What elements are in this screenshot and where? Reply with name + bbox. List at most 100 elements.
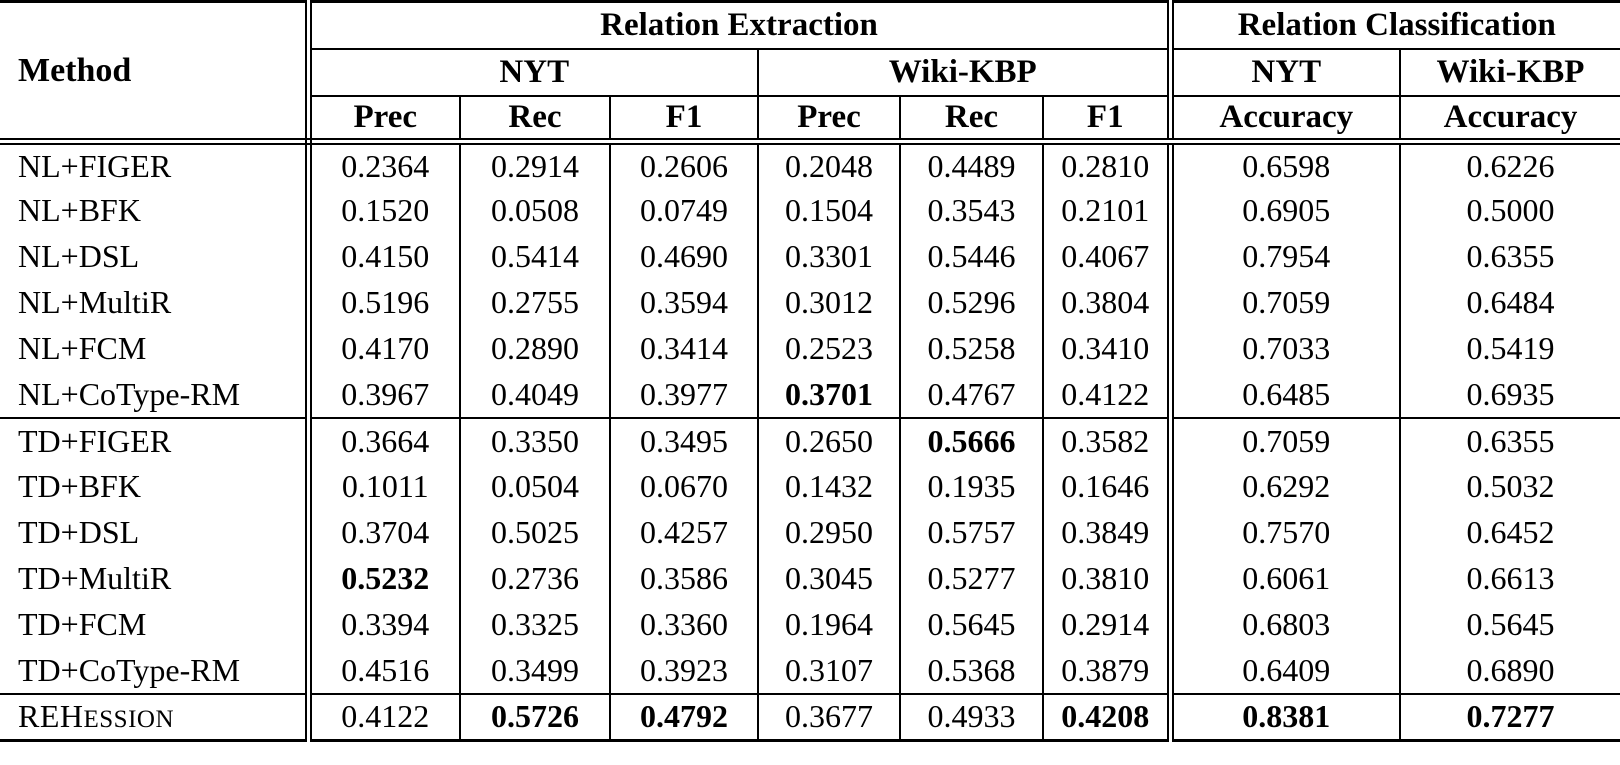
table-row: NL+FIGER 0.2364 0.2914 0.2606 0.2048 0.4…	[0, 141, 1620, 188]
cell-nyt-rec: 0.0508	[459, 187, 610, 234]
col-header-nyt-prec: Prec	[304, 95, 460, 145]
cell-rc-wkbp-accuracy: 0.5645	[1398, 601, 1620, 648]
cell-wkbp-prec: 0.1432	[757, 463, 900, 510]
cell-rc-nyt-accuracy: 0.7059	[1166, 279, 1400, 326]
cell-nyt-rec: 0.2890	[459, 325, 610, 372]
cell-wkbp-rec: 0.4767	[899, 371, 1043, 418]
cell-wkbp-prec: 0.3677	[757, 692, 900, 742]
cell-wkbp-f1: 0.2914	[1042, 601, 1170, 648]
header-row-datasets: NYT Wiki-KBP NYT Wiki-KBP	[0, 48, 1620, 97]
cell-nyt-rec: 0.5726	[459, 692, 610, 742]
cell-wkbp-prec: 0.2048	[757, 141, 900, 188]
cell-wkbp-rec: 0.5258	[899, 325, 1043, 372]
col-header-wkbp-rec: Rec	[899, 95, 1043, 145]
cell-rc-wkbp-accuracy: 0.6890	[1398, 647, 1620, 694]
cell-rc-nyt-accuracy: 0.6905	[1166, 187, 1400, 234]
results-table: Method Relation Extraction Relation Clas…	[0, 0, 1620, 742]
rehession-caps: REH	[18, 698, 84, 735]
table-row: NL+DSL 0.4150 0.5414 0.4690 0.3301 0.544…	[0, 233, 1620, 280]
cell-nyt-rec: 0.2755	[459, 279, 610, 326]
cell-nyt-prec: 0.4170	[304, 325, 460, 372]
dataset-header-re-wikikbp: Wiki-KBP	[757, 48, 1170, 97]
cell-nyt-prec: 0.4150	[304, 233, 460, 280]
table-row: TD+DSL 0.3704 0.5025 0.4257 0.2950 0.575…	[0, 509, 1620, 556]
row-label: TD+CoType-RM	[18, 651, 241, 688]
cell-rc-wkbp-accuracy: 0.7277	[1398, 692, 1620, 742]
cell-nyt-f1: 0.3495	[609, 416, 758, 464]
row-label: NL+BFK	[18, 192, 141, 228]
cell-wkbp-rec: 0.4489	[899, 141, 1043, 188]
col-header-nyt-rec: Rec	[459, 95, 610, 145]
cell-wkbp-prec: 0.1504	[757, 187, 900, 234]
rehession-smallcaps: ESSION	[83, 706, 175, 734]
row-label: TD+FIGER	[0, 416, 308, 464]
col-header-rc-wkbp-accuracy: Accuracy	[1398, 95, 1620, 145]
cell-wkbp-f1: 0.3410	[1042, 325, 1170, 372]
cell-wkbp-prec: 0.3045	[757, 555, 900, 602]
cell-wkbp-prec: 0.1964	[757, 601, 900, 648]
cell-wkbp-f1: 0.1646	[1042, 463, 1170, 510]
cell-wkbp-f1: 0.3810	[1042, 555, 1170, 602]
table-row: NL+BFK 0.1520 0.0508 0.0749 0.1504 0.354…	[0, 187, 1620, 234]
cell-nyt-f1: 0.3923	[609, 647, 758, 694]
row-label: REHESSION	[0, 692, 308, 742]
dataset-header-rc-nyt: NYT	[1166, 48, 1400, 97]
cell-wkbp-f1: 0.4122	[1042, 371, 1170, 418]
cell-rc-nyt-accuracy: 0.7570	[1166, 509, 1400, 556]
row-label: NL+FCM	[18, 330, 147, 366]
cell-rc-nyt-accuracy: 0.6803	[1166, 601, 1400, 648]
cell-rc-wkbp-accuracy: 0.6355	[1398, 233, 1620, 280]
cell-rc-nyt-accuracy: 0.6061	[1166, 555, 1400, 602]
cell-nyt-f1: 0.4792	[609, 692, 758, 742]
table-row: TD+FIGER 0.3664 0.3350 0.3495 0.2650 0.5…	[0, 416, 1620, 464]
group-header-relation-extraction: Relation Extraction	[304, 1, 1170, 50]
row-label: TD+FCM	[18, 606, 147, 642]
cell-nyt-prec: 0.1011	[304, 463, 460, 510]
dataset-header-rc-wikikbp: Wiki-KBP	[1398, 48, 1620, 97]
cell-wkbp-rec: 0.5446	[899, 233, 1043, 280]
cell-wkbp-f1: 0.2101	[1042, 187, 1170, 234]
cell-rc-wkbp-accuracy: 0.6226	[1398, 141, 1620, 188]
cell-rc-wkbp-accuracy: 0.6355	[1398, 416, 1620, 464]
col-header-rc-nyt-accuracy: Accuracy	[1166, 95, 1400, 145]
cell-wkbp-rec: 0.5296	[899, 279, 1043, 326]
col-header-wkbp-f1: F1	[1042, 95, 1170, 145]
cell-rc-nyt-accuracy: 0.6598	[1166, 141, 1400, 188]
cell-rc-wkbp-accuracy: 0.6484	[1398, 279, 1620, 326]
cell-nyt-f1: 0.4257	[609, 509, 758, 556]
cell-rc-nyt-accuracy: 0.8381	[1166, 692, 1400, 742]
cell-rc-wkbp-accuracy: 0.6935	[1398, 371, 1620, 418]
cell-wkbp-prec: 0.3107	[757, 647, 900, 694]
col-header-wkbp-prec: Prec	[757, 95, 900, 145]
cell-wkbp-prec: 0.2650	[757, 416, 900, 464]
table-row: TD+BFK 0.1011 0.0504 0.0670 0.1432 0.193…	[0, 463, 1620, 510]
cell-nyt-f1: 0.3360	[609, 601, 758, 648]
cell-nyt-rec: 0.3325	[459, 601, 610, 648]
cell-wkbp-prec: 0.3701	[757, 371, 900, 418]
cell-nyt-prec: 0.4516	[304, 647, 460, 694]
group-header-relation-classification: Relation Classification	[1166, 1, 1620, 50]
cell-rc-wkbp-accuracy: 0.5000	[1398, 187, 1620, 234]
cell-wkbp-prec: 0.3012	[757, 279, 900, 326]
cell-wkbp-rec: 0.3543	[899, 187, 1043, 234]
table-row: NL+MultiR 0.5196 0.2755 0.3594 0.3012 0.…	[0, 279, 1620, 326]
cell-wkbp-f1: 0.4067	[1042, 233, 1170, 280]
cell-rc-wkbp-accuracy: 0.5032	[1398, 463, 1620, 510]
cell-nyt-prec: 0.3394	[304, 601, 460, 648]
cell-wkbp-rec: 0.5645	[899, 601, 1043, 648]
row-label: NL+FIGER	[18, 147, 172, 184]
cell-wkbp-f1: 0.3849	[1042, 509, 1170, 556]
table-row: NL+CoType-RM 0.3967 0.4049 0.3977 0.3701…	[0, 371, 1620, 418]
table-row: TD+CoType-RM 0.4516 0.3499 0.3923 0.3107…	[0, 647, 1620, 694]
table-row: TD+FCM 0.3394 0.3325 0.3360 0.1964 0.564…	[0, 601, 1620, 648]
cell-nyt-f1: 0.0670	[609, 463, 758, 510]
row-label: TD+MultiR	[18, 560, 172, 596]
cell-nyt-prec: 0.4122	[304, 692, 460, 742]
cell-nyt-prec: 0.3664	[304, 416, 460, 464]
cell-wkbp-rec: 0.4933	[899, 692, 1043, 742]
cell-nyt-f1: 0.3594	[609, 279, 758, 326]
cell-wkbp-rec: 0.1935	[899, 463, 1043, 510]
row-label: TD+BFK	[18, 468, 141, 504]
header-row-groups: Method Relation Extraction Relation Clas…	[0, 1, 1620, 145]
